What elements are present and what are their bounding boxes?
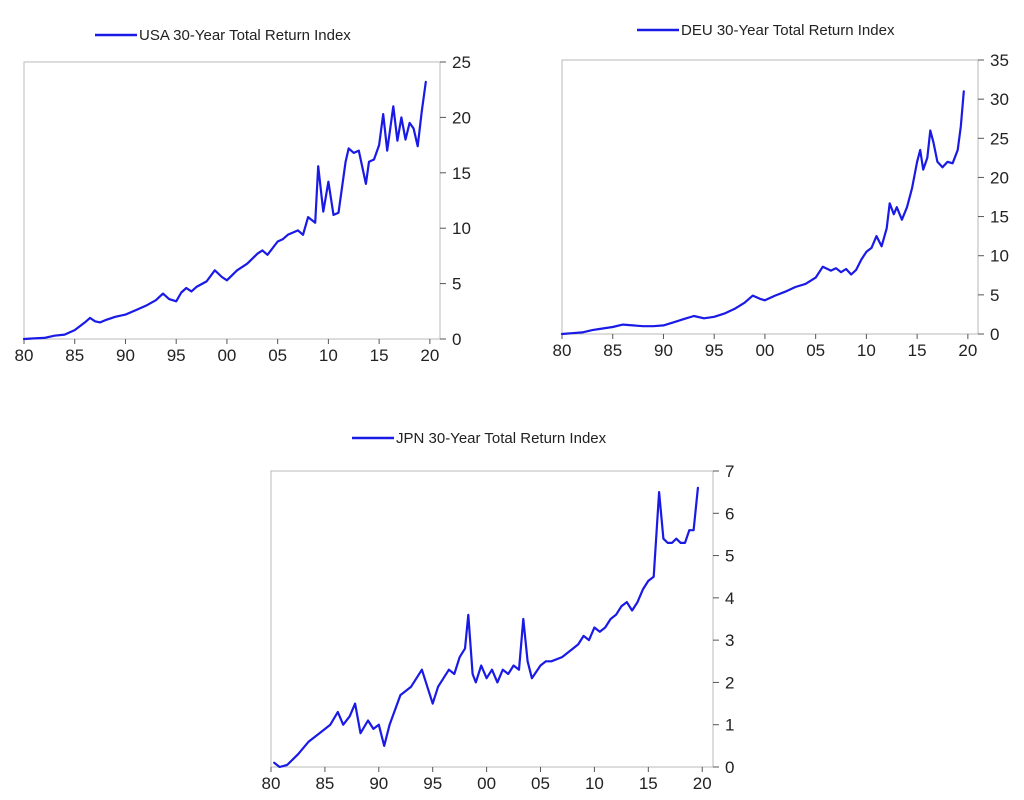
jpn-legend-label: JPN 30-Year Total Return Index — [396, 430, 607, 447]
deu-x-tick-label: 05 — [806, 341, 825, 360]
usa-y-tick-label: 5 — [452, 275, 461, 294]
jpn-y-tick-label: 7 — [725, 462, 734, 481]
jpn-x-tick-label: 00 — [477, 774, 496, 793]
jpn-x-tick-label: 90 — [369, 774, 388, 793]
usa-x-tick-label: 20 — [420, 346, 439, 365]
deu-x-tick-label: 90 — [654, 341, 673, 360]
usa-x-tick-label: 00 — [217, 346, 236, 365]
deu-y-tick-label: 15 — [990, 208, 1009, 227]
jpn-x-tick-label: 85 — [315, 774, 334, 793]
jpn-x-tick-label: 05 — [531, 774, 550, 793]
deu-x-tick-label: 10 — [857, 341, 876, 360]
jpn-x-tick-label: 10 — [585, 774, 604, 793]
usa-x-tick-label: 10 — [319, 346, 338, 365]
deu-y-tick-label: 0 — [990, 325, 999, 344]
deu-legend-label: DEU 30-Year Total Return Index — [681, 22, 895, 39]
deu-y-tick-label: 30 — [990, 90, 1009, 109]
deu-y-tick-label: 10 — [990, 247, 1009, 266]
jpn-x-tick-label: 20 — [693, 774, 712, 793]
usa-x-tick-label: 95 — [167, 346, 186, 365]
jpn-y-tick-label: 4 — [725, 589, 734, 608]
jpn-legend: JPN 30-Year Total Return Index — [352, 430, 607, 447]
usa-y-tick-label: 25 — [452, 53, 471, 72]
deu-x-tick-label: 00 — [755, 341, 774, 360]
jpn-y-tick-label: 3 — [725, 631, 734, 650]
usa-plot-frame — [23, 61, 441, 340]
deu-x-tick-label: 95 — [705, 341, 724, 360]
jpn-x-tick-label: 15 — [639, 774, 658, 793]
jpn-x-tick-label: 80 — [262, 774, 281, 793]
usa-y-tick-label: 0 — [452, 330, 461, 349]
deu-y-tick-label: 20 — [990, 168, 1009, 187]
usa-x-tick-label: 85 — [65, 346, 84, 365]
usa-x-tick-label: 90 — [116, 346, 135, 365]
usa-x-tick-label: 05 — [268, 346, 287, 365]
usa-legend: USA 30-Year Total Return Index — [95, 27, 351, 44]
deu-series-line — [560, 90, 965, 336]
jpn-y-tick-label: 6 — [725, 504, 734, 523]
usa-series-line — [22, 80, 427, 341]
deu-plot-frame — [561, 59, 979, 335]
jpn-series-line — [273, 486, 699, 769]
deu-x-tick-label: 80 — [553, 341, 572, 360]
deu-x-tick-label: 15 — [908, 341, 927, 360]
deu-x-tick-label: 20 — [958, 341, 977, 360]
deu-y-tick-label: 5 — [990, 286, 999, 305]
usa-y-tick-label: 10 — [452, 219, 471, 238]
jpn-y-tick-label: 0 — [725, 758, 734, 777]
deu-y-tick-label: 35 — [990, 51, 1009, 70]
usa-legend-label: USA 30-Year Total Return Index — [139, 27, 351, 44]
deu-legend: DEU 30-Year Total Return Index — [637, 22, 895, 39]
jpn-y-tick-label: 1 — [725, 716, 734, 735]
usa-x-tick-label: 80 — [15, 346, 34, 365]
deu-x-tick-label: 85 — [603, 341, 622, 360]
usa-y-tick-label: 15 — [452, 164, 471, 183]
jpn-x-tick-label: 95 — [423, 774, 442, 793]
jpn-y-tick-label: 5 — [725, 547, 734, 566]
usa-y-tick-label: 20 — [452, 108, 471, 127]
jpn-plot-frame — [270, 470, 714, 768]
usa-x-tick-label: 15 — [370, 346, 389, 365]
jpn-y-tick-label: 2 — [725, 673, 734, 692]
deu-y-tick-label: 25 — [990, 129, 1009, 148]
jpn-chart: 80 85 90 95 00 05 10 15 20 0 1 2 3 4 5 6 7 JPN 30-Year To… — [262, 430, 735, 793]
